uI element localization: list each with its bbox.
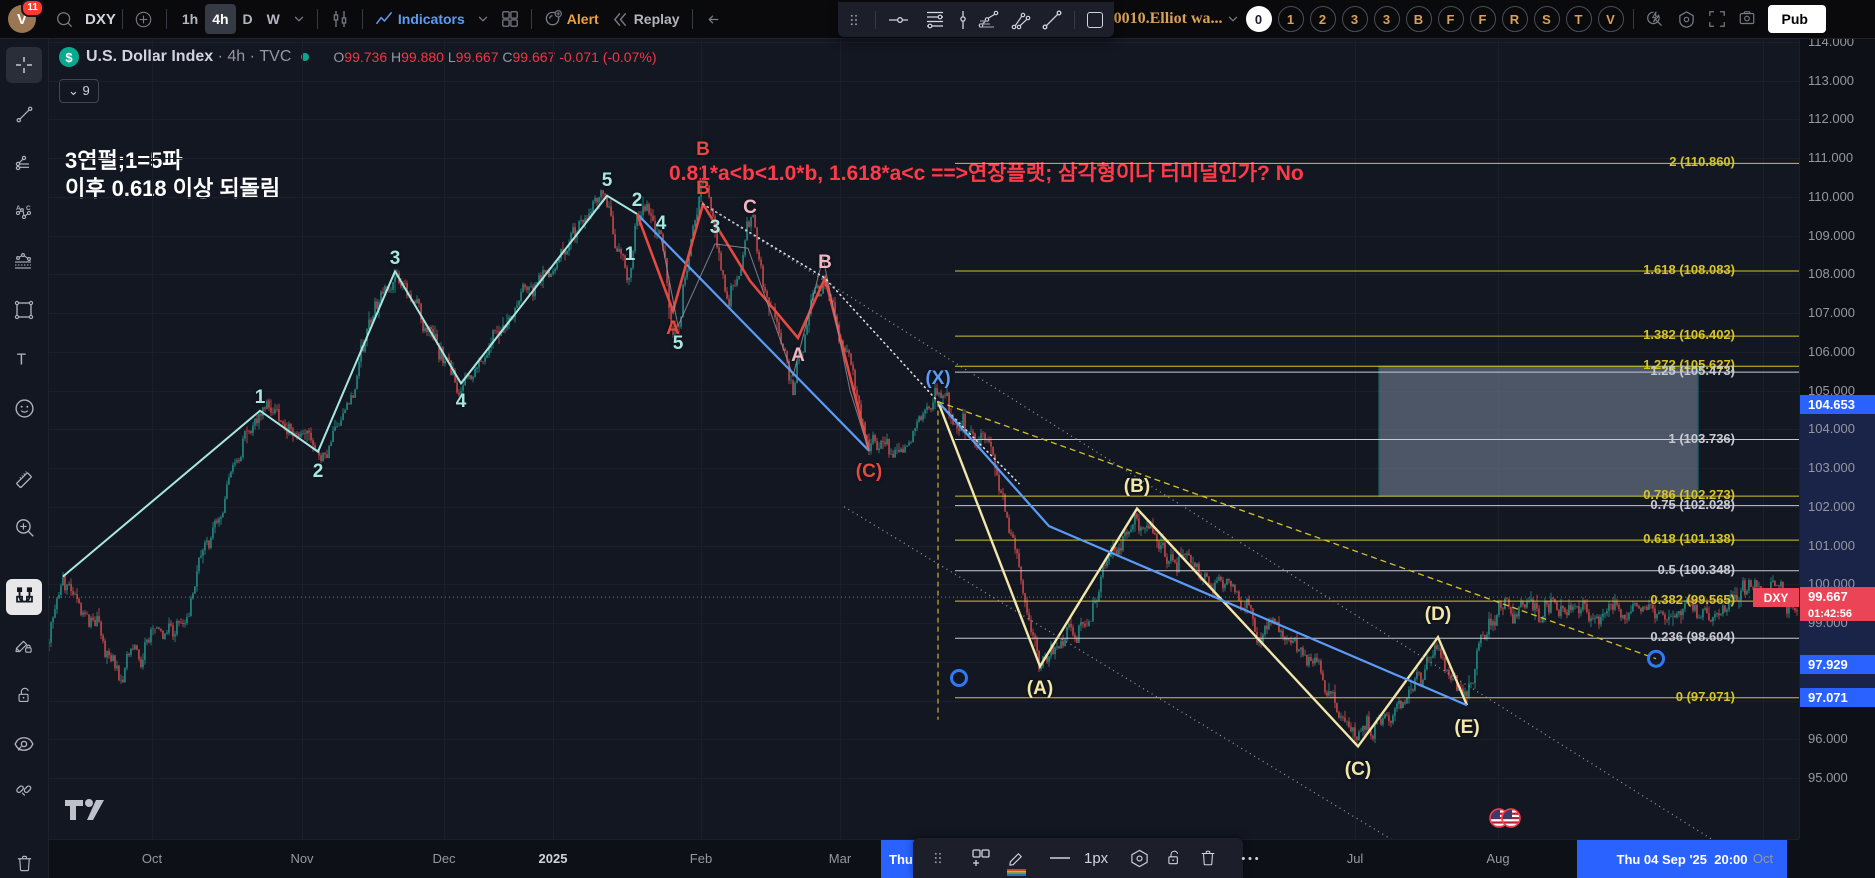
svg-text:T: T (17, 351, 26, 368)
svg-text:C: C (26, 205, 31, 212)
